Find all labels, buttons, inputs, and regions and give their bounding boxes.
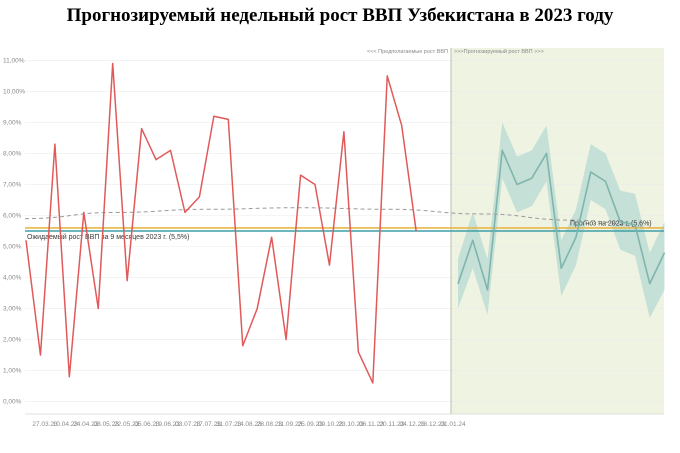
chart-title: Прогнозируемый недельный рост ВВП Узбеки… [66, 5, 614, 26]
x-tick-label: 24.04.23 [73, 421, 99, 428]
y-tick-label: 9,00% [3, 119, 22, 126]
y-tick-label: 10,00% [3, 88, 25, 95]
x-tick-label: 25.09.23 [298, 421, 324, 428]
x-tick-label: 18.12.23 [420, 421, 446, 428]
y-tick-label: 4,00% [3, 275, 22, 282]
x-tick-label: 20.11.23 [379, 421, 404, 428]
x-tick-label: 08.05.23 [94, 421, 120, 428]
x-tick-label: 17.07.23 [196, 421, 222, 428]
x-tick-label: 10.04.23 [53, 421, 79, 428]
x-tick-label: 09.10.23 [318, 421, 344, 428]
forecast-growth-line [457, 149, 666, 291]
x-tick-label: 23.10.23 [338, 421, 364, 428]
x-tick-label: 04.12.23 [400, 421, 426, 428]
y-tick-label: 8,00% [3, 150, 22, 157]
x-tick-label: 01.01.24 [440, 421, 466, 428]
reference-label-forecast: Прогноз на 2023 г. (5,6%) [570, 220, 652, 227]
x-tick-label: 19.06.23 [155, 421, 181, 428]
y-tick-label: 3,00% [3, 306, 22, 313]
x-tick-label: 31.07.23 [216, 421, 242, 428]
x-tick-label: 11.09.23 [277, 421, 302, 428]
y-tick-label: 0,00% [3, 399, 22, 406]
x-tick-label: 28.08.23 [257, 421, 283, 428]
forecast-confidence-band [458, 122, 665, 318]
y-tick-label: 11,00% [3, 57, 25, 64]
x-tick-label: 05.06.23 [134, 421, 160, 428]
reference-label-expected: Ожидаемый рост ВВП за 9 месяцев 2023 г. … [27, 233, 189, 241]
x-tick-label: 22.05.23 [114, 421, 140, 428]
y-tick-label: 6,00% [3, 212, 22, 219]
y-tick-label: 5,00% [3, 244, 22, 251]
x-tick-label: 27.03.23 [32, 421, 58, 428]
y-tick-label: 1,00% [3, 368, 22, 375]
estimated-growth-line [25, 62, 417, 384]
forecast-region-label: >>>Прогнозируемый рост ВВП >>> [454, 48, 544, 55]
y-tick-label: 2,00% [3, 337, 22, 344]
x-tick-label: 03.07.23 [175, 421, 201, 428]
x-tick-label: 06.11.23 [359, 421, 384, 428]
estimated-region-label: <<< Предполагаемые рост ВВП [367, 49, 448, 55]
y-tick-label: 7,00% [3, 181, 22, 188]
x-tick-label: 14.08.23 [236, 421, 262, 428]
